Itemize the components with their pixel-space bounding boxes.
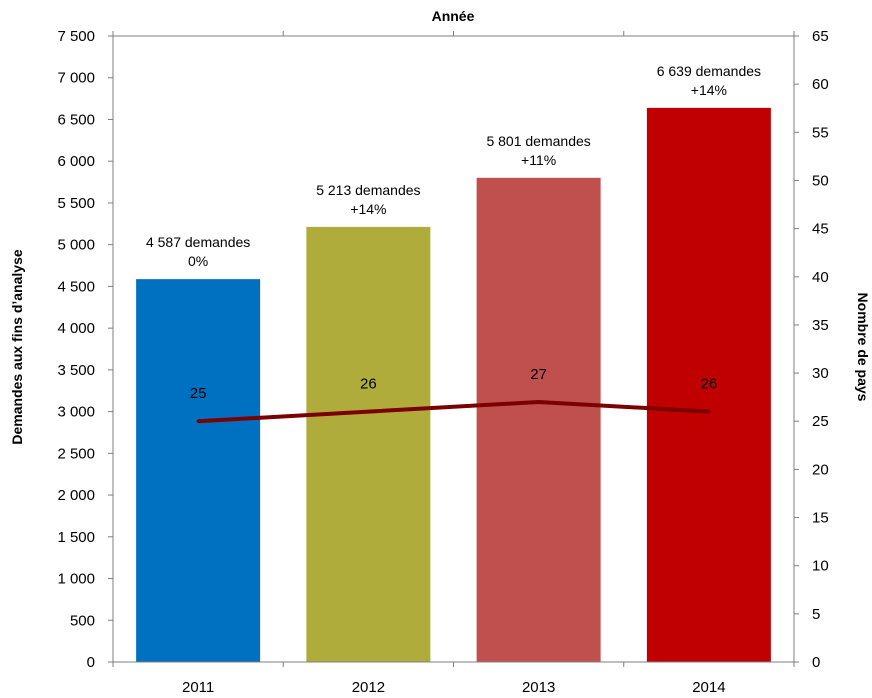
bar-label-2012: 5 213 demandes	[316, 182, 420, 198]
line-point-2011	[196, 419, 200, 423]
right-tick-label: 30	[812, 365, 829, 382]
line-point-label-2013: 27	[530, 366, 547, 383]
left-tick-label: 7 000	[57, 70, 95, 87]
left-tick-label: 5 500	[57, 195, 95, 212]
left-tick-label: 6 000	[57, 153, 95, 170]
bar-label-2011: 4 587 demandes	[146, 234, 250, 250]
bar-label-2013: 5 801 demandes	[486, 133, 590, 149]
line-point-label-2014: 26	[701, 376, 718, 393]
left-tick-label: 6 500	[57, 111, 95, 128]
left-tick-label: 4 500	[57, 278, 95, 295]
bar-2013	[476, 177, 601, 662]
line-point-2012	[366, 410, 370, 414]
right-tick-label: 15	[812, 510, 829, 527]
right-tick-label: 20	[812, 461, 829, 478]
left-tick-label: 7 500	[57, 28, 95, 45]
right-tick-label: 65	[812, 28, 829, 45]
x-tick-label-2013: 2013	[522, 679, 555, 696]
bar-change-label-2014: +14%	[691, 82, 727, 98]
right-tick-label: 45	[812, 221, 829, 238]
right-tick-label: 40	[812, 269, 829, 286]
bar-label-2014: 6 639 demandes	[657, 63, 761, 79]
left-tick-label: 2 500	[57, 445, 95, 462]
right-axis-title: Nombre de pays	[855, 293, 871, 402]
bar-change-label-2012: +14%	[350, 201, 386, 217]
bars-group	[136, 107, 771, 663]
right-tick-label: 35	[812, 317, 829, 334]
bar-change-label-2013: +11%	[521, 152, 556, 168]
line-point-2014	[707, 410, 711, 414]
left-tick-label: 0	[87, 654, 95, 671]
right-tick-label: 55	[812, 124, 829, 141]
x-tick-label-2011: 2011	[182, 679, 214, 696]
line-series-group	[196, 399, 711, 424]
bar-2014	[646, 107, 771, 662]
labels-group: 4 587 demandes 0% 5 213 demandes +14% 5 801 …	[146, 63, 761, 402]
left-axis-title: Demandes aux fins d’analyse	[9, 249, 25, 445]
right-tick-label: 0	[812, 654, 820, 671]
right-tick-label: 5	[812, 606, 820, 623]
bar-change-label-2011: 0%	[188, 253, 208, 269]
left-tick-label: 4 000	[57, 320, 95, 337]
right-tick-label: 25	[812, 413, 829, 430]
line-point-label-2011: 25	[190, 385, 207, 402]
bar-2012	[306, 226, 431, 663]
line-point-2013	[537, 400, 541, 404]
x-tick-label-2012: 2012	[352, 679, 385, 696]
left-tick-label: 1 500	[57, 529, 95, 546]
left-tick-label: 3 000	[57, 404, 95, 421]
right-tick-label: 10	[812, 558, 829, 575]
left-tick-label: 500	[70, 612, 95, 629]
chart-title: Année	[432, 8, 475, 24]
country-count-line	[198, 399, 709, 424]
left-tick-label: 2 000	[57, 487, 95, 504]
bar-2011	[136, 279, 261, 662]
left-tick-label: 1 000	[57, 571, 95, 588]
left-tick-label: 3 500	[57, 362, 95, 379]
left-tick-label: 5 000	[57, 237, 95, 254]
line-point-label-2012: 26	[360, 376, 377, 393]
right-tick-label: 60	[812, 76, 829, 93]
right-tick-label: 50	[812, 172, 829, 189]
x-tick-label-2014: 2014	[692, 679, 725, 696]
